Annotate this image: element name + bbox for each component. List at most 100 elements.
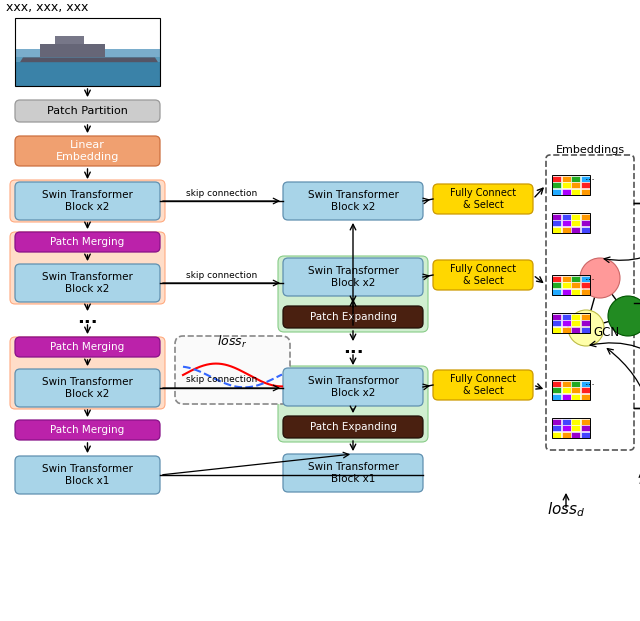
Text: Swin Transformer
Block x2: Swin Transformer Block x2: [308, 190, 399, 212]
FancyBboxPatch shape: [15, 369, 160, 407]
Bar: [552, 387, 561, 393]
Circle shape: [568, 310, 604, 346]
Bar: [580, 227, 589, 232]
Bar: [552, 220, 561, 226]
Bar: [571, 419, 580, 425]
FancyBboxPatch shape: [278, 256, 428, 332]
Bar: [580, 432, 589, 438]
Bar: [561, 282, 570, 288]
Text: Patch Merging: Patch Merging: [51, 425, 125, 435]
Bar: [552, 432, 561, 438]
Bar: [571, 381, 580, 386]
Bar: [580, 327, 589, 332]
Bar: [571, 320, 580, 326]
Text: $loss_r$: $loss_r$: [218, 334, 248, 350]
Bar: [561, 227, 570, 232]
Bar: [552, 314, 561, 319]
Text: Patch Merging: Patch Merging: [51, 342, 125, 352]
Bar: [15, 48, 160, 86]
Text: Patch Expanding: Patch Expanding: [310, 312, 397, 322]
Bar: [561, 320, 570, 326]
Bar: [580, 176, 589, 181]
Text: Swin Transformer
Block x2: Swin Transformer Block x2: [42, 190, 133, 212]
Bar: [580, 220, 589, 226]
Bar: [552, 175, 590, 194]
FancyBboxPatch shape: [283, 258, 423, 296]
Text: ...: ...: [584, 172, 595, 182]
Bar: [561, 314, 570, 319]
Bar: [561, 327, 570, 332]
Text: $loss_e$: $loss_e$: [638, 471, 640, 489]
FancyBboxPatch shape: [15, 136, 160, 166]
Text: ...: ...: [584, 272, 595, 282]
FancyBboxPatch shape: [10, 180, 165, 222]
Bar: [552, 380, 590, 399]
FancyBboxPatch shape: [15, 232, 160, 252]
Bar: [552, 214, 561, 219]
Circle shape: [580, 258, 620, 298]
Text: xxx, xxx, xxx: xxx, xxx, xxx: [6, 1, 88, 14]
Text: skip connection: skip connection: [186, 189, 257, 197]
Text: Patch Merging: Patch Merging: [51, 237, 125, 247]
Text: Swin Transformor
Block x2: Swin Transformor Block x2: [308, 376, 399, 398]
Bar: [580, 320, 589, 326]
Bar: [552, 189, 561, 194]
FancyBboxPatch shape: [15, 420, 160, 440]
FancyBboxPatch shape: [10, 337, 165, 409]
Bar: [580, 387, 589, 393]
FancyBboxPatch shape: [283, 454, 423, 492]
Bar: [552, 320, 561, 326]
Bar: [571, 176, 580, 181]
Text: Fully Connect
& Select: Fully Connect & Select: [450, 264, 516, 286]
Bar: [571, 282, 580, 288]
Bar: [561, 189, 570, 194]
Bar: [571, 189, 580, 194]
Bar: [55, 35, 84, 44]
Bar: [552, 327, 561, 332]
Bar: [580, 314, 589, 319]
Bar: [552, 182, 561, 188]
Bar: [561, 425, 570, 431]
Bar: [561, 432, 570, 438]
Bar: [15, 60, 160, 86]
Bar: [571, 387, 580, 393]
Bar: [571, 327, 580, 332]
Bar: [561, 214, 570, 219]
Bar: [561, 176, 570, 181]
Bar: [571, 289, 580, 294]
FancyBboxPatch shape: [10, 232, 165, 304]
Bar: [571, 394, 580, 399]
Text: Fully Connect
& Select: Fully Connect & Select: [450, 374, 516, 396]
Bar: [552, 418, 590, 438]
FancyBboxPatch shape: [283, 306, 423, 328]
Text: GCN: GCN: [593, 325, 619, 338]
FancyBboxPatch shape: [15, 182, 160, 220]
FancyBboxPatch shape: [546, 155, 634, 450]
FancyBboxPatch shape: [15, 100, 160, 122]
Bar: [571, 314, 580, 319]
FancyBboxPatch shape: [433, 260, 533, 290]
Bar: [552, 425, 561, 431]
Polygon shape: [20, 57, 158, 62]
Bar: [40, 44, 105, 57]
Bar: [561, 387, 570, 393]
FancyBboxPatch shape: [283, 416, 423, 438]
Bar: [552, 213, 590, 232]
Bar: [552, 394, 561, 399]
Text: skip connection: skip connection: [186, 376, 257, 384]
Bar: [561, 276, 570, 281]
FancyBboxPatch shape: [278, 366, 428, 442]
Bar: [580, 182, 589, 188]
Bar: [580, 394, 589, 399]
FancyBboxPatch shape: [15, 264, 160, 302]
FancyBboxPatch shape: [15, 337, 160, 357]
Bar: [552, 381, 561, 386]
Text: $loss_d$: $loss_d$: [547, 501, 585, 519]
Circle shape: [608, 296, 640, 336]
Text: Swin Transformer
Block x2: Swin Transformer Block x2: [42, 272, 133, 294]
Text: Linear
Embedding: Linear Embedding: [56, 140, 119, 162]
Bar: [580, 214, 589, 219]
Bar: [571, 182, 580, 188]
Bar: [15, 18, 160, 86]
Text: Swin Transformer
Block x2: Swin Transformer Block x2: [42, 377, 133, 399]
